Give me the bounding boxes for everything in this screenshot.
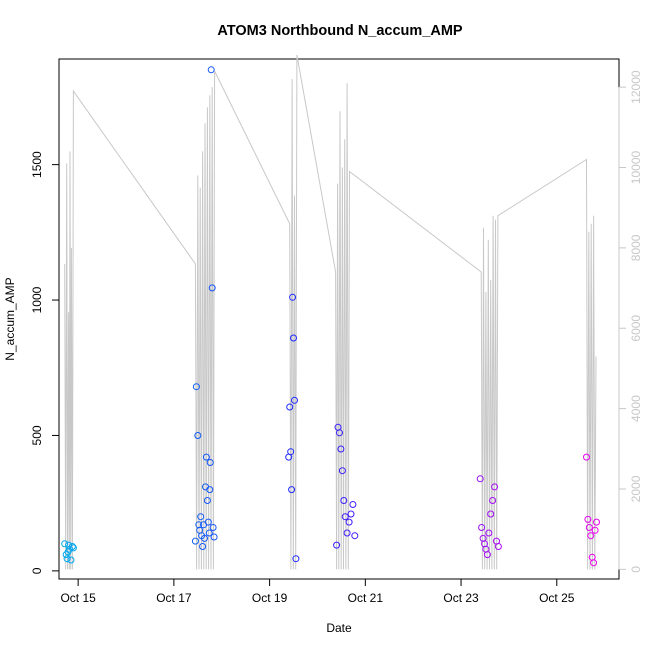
x-tick-label: Oct 17 (156, 591, 192, 605)
y-tick-label: 1500 (30, 151, 44, 178)
chart-title: ATOM3 Northbound N_accum_AMP (217, 23, 463, 39)
data-point (206, 459, 214, 466)
y-tick-label: 500 (30, 425, 44, 445)
data-point (487, 510, 495, 518)
data-point (341, 513, 349, 521)
points-layer (61, 66, 600, 567)
data-point (590, 559, 598, 567)
data-point (192, 383, 200, 391)
y2-tick-label: 0 (629, 566, 643, 573)
data-point (489, 497, 497, 504)
y-axis-label: N_accum_AMP (3, 277, 17, 360)
y-tick-label: 0 (30, 567, 44, 574)
data-point (349, 501, 357, 508)
data-point (585, 524, 593, 531)
data-point (587, 532, 595, 540)
axes-layer: Oct 15 Oct 17 Oct 19 Oct 21 Oct 23 Oct 25 0 500… (30, 70, 643, 605)
x-tick-label: Oct 23 (443, 591, 479, 605)
data-point (345, 518, 353, 526)
data-point (485, 529, 493, 537)
data-point (593, 518, 600, 526)
data-point (68, 543, 76, 550)
x-axis-label: Date (326, 621, 352, 635)
data-point (61, 540, 69, 548)
data-point (287, 448, 295, 456)
data-point (205, 529, 213, 537)
data-point (483, 551, 491, 559)
data-point (204, 518, 212, 526)
data-point (491, 483, 499, 491)
x-tick-label: Oct 25 (539, 591, 575, 605)
data-point (209, 524, 217, 531)
data-point (340, 497, 348, 504)
y2-tick-label: 2000 (629, 475, 643, 502)
data-point (478, 524, 486, 531)
grey-series-line (64, 54, 597, 570)
x-tick-label: Oct 21 (348, 591, 384, 605)
data-point (337, 445, 345, 453)
data-point (286, 403, 294, 411)
data-point (333, 541, 341, 549)
data-point (476, 475, 484, 483)
data-point (289, 293, 297, 301)
data-point (291, 396, 298, 404)
data-point (338, 467, 346, 475)
data-point (494, 543, 502, 550)
y2-tick-label: 12000 (629, 70, 643, 104)
y2-tick-label: 8000 (629, 234, 643, 261)
data-point (584, 515, 592, 523)
y2-tick-label: 4000 (629, 395, 643, 422)
data-point (63, 555, 71, 563)
data-point (207, 66, 215, 74)
data-point (351, 532, 359, 540)
data-point (199, 543, 207, 550)
x-tick-label: Oct 15 (60, 591, 96, 605)
data-point (191, 537, 199, 545)
data-point (343, 529, 351, 537)
data-point (203, 497, 211, 504)
data-point (583, 453, 590, 461)
data-point (201, 534, 208, 542)
data-point (290, 334, 297, 342)
data-point (292, 555, 300, 563)
data-point (591, 526, 599, 534)
y2-tick-label: 10000 (629, 150, 643, 184)
data-point (194, 432, 202, 439)
data-point (347, 510, 355, 518)
y-tick-label: 1000 (30, 286, 44, 313)
grey-line-layer (64, 54, 597, 570)
y2-tick-label: 6000 (629, 315, 643, 342)
data-point (210, 533, 218, 541)
x-tick-label: Oct 19 (252, 591, 288, 605)
data-point (69, 544, 77, 552)
data-point (336, 429, 343, 437)
data-point (206, 486, 214, 494)
data-point (67, 556, 75, 564)
data-point (202, 453, 210, 461)
data-point (197, 513, 205, 521)
data-point (288, 486, 296, 494)
data-point (208, 284, 216, 292)
